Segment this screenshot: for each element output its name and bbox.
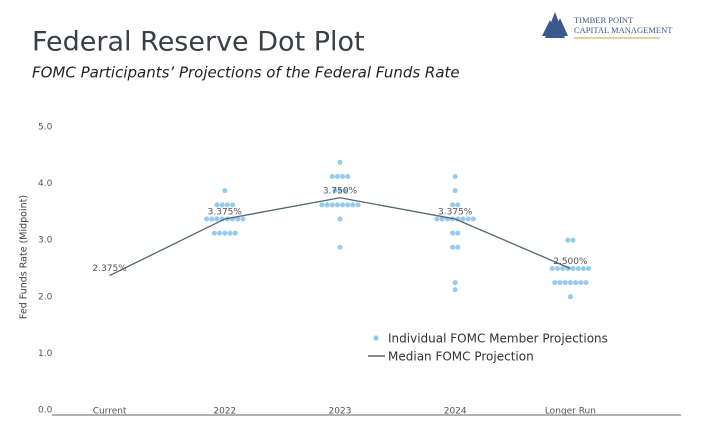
dot <box>230 202 236 208</box>
dot <box>567 280 573 286</box>
dot <box>455 230 461 236</box>
dot <box>452 287 458 293</box>
legend-label: Median FOMC Projection <box>388 350 534 364</box>
x-tick-label: 2024 <box>444 407 467 417</box>
dot <box>557 280 563 286</box>
dot <box>232 230 238 236</box>
dot <box>455 244 461 250</box>
dot <box>583 280 589 286</box>
dot <box>560 266 566 271</box>
dot <box>567 294 573 300</box>
y-tick-label: 0.0 <box>38 406 53 416</box>
logo: TIMBER POINT CAPITAL MANAGEMENT <box>542 12 673 39</box>
dot <box>450 244 456 250</box>
median-line <box>109 197 571 277</box>
dot <box>337 188 343 194</box>
dot <box>455 202 461 208</box>
x-tick-label: Longer Run <box>545 407 596 417</box>
dot <box>549 266 555 271</box>
logo-icon <box>542 12 568 38</box>
y-tick-label: 5.0 <box>38 123 53 133</box>
dot <box>570 237 576 243</box>
dot <box>554 266 560 271</box>
legend-label: Individual FOMC Member Projections <box>388 332 608 346</box>
dot <box>562 280 568 286</box>
dot <box>334 174 340 180</box>
dot <box>214 216 220 222</box>
dot <box>222 230 228 236</box>
dot <box>452 280 458 286</box>
dot <box>222 188 228 194</box>
legend-dot <box>373 335 379 341</box>
dot <box>209 216 215 222</box>
x-tick-label: 2023 <box>329 407 352 417</box>
y-tick-label: 3.0 <box>38 236 53 246</box>
dot <box>227 230 233 236</box>
dot <box>552 280 558 286</box>
dot <box>578 280 584 286</box>
dot <box>345 174 351 180</box>
chart-title: Federal Reserve Dot Plot <box>32 27 365 58</box>
dot <box>580 266 586 271</box>
x-tick-label: 2022 <box>213 407 236 417</box>
dot <box>565 237 571 243</box>
dot <box>240 216 246 222</box>
dot <box>214 202 220 208</box>
dot <box>342 188 348 194</box>
dot <box>355 202 361 208</box>
dot <box>217 230 223 236</box>
dot <box>573 280 579 286</box>
y-axis-label: Fed Funds Rate (Midpoint) <box>19 195 30 319</box>
dot <box>324 202 330 208</box>
dot <box>439 216 445 222</box>
dot <box>319 202 325 208</box>
chart-subtitle: FOMC Participants’ Projections of the Fe… <box>32 64 460 82</box>
x-tick-label: Current <box>93 407 127 417</box>
value-label: 3.750% <box>323 186 358 196</box>
dot <box>337 244 343 250</box>
value-label: 3.375% <box>438 207 473 217</box>
dot <box>224 202 230 208</box>
dot <box>470 216 476 222</box>
y-tick-label: 1.0 <box>38 349 53 359</box>
dot <box>340 174 346 180</box>
dot <box>332 188 338 194</box>
logo-text: CAPITAL MANAGEMENT <box>574 25 673 35</box>
y-tick-label: 4.0 <box>38 179 53 189</box>
dot <box>570 266 576 271</box>
logo-text: TIMBER POINT <box>574 15 634 25</box>
dot <box>329 174 335 180</box>
value-label: 2.500% <box>553 257 588 267</box>
dot <box>235 216 241 222</box>
dot <box>219 202 225 208</box>
y-tick-label: 2.0 <box>38 292 53 302</box>
dot <box>434 216 440 222</box>
dot <box>586 266 592 271</box>
dot <box>340 202 346 208</box>
dot <box>337 159 343 165</box>
dot <box>575 266 581 271</box>
value-label: 3.375% <box>208 207 243 217</box>
dot <box>452 188 458 194</box>
dot <box>211 230 217 236</box>
dot <box>460 216 466 222</box>
dot <box>450 202 456 208</box>
dot <box>329 202 335 208</box>
dot <box>465 216 471 222</box>
dot <box>204 216 210 222</box>
dot <box>345 202 351 208</box>
dot <box>450 230 456 236</box>
value-label: 2.375% <box>92 264 127 274</box>
dot <box>350 202 356 208</box>
dot <box>452 174 458 180</box>
dot <box>337 216 343 222</box>
dot <box>334 202 340 208</box>
